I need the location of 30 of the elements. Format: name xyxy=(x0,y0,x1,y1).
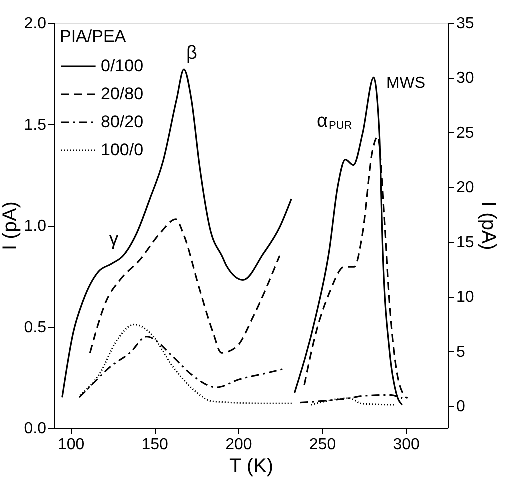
y2-tick-label: 5 xyxy=(456,344,466,361)
y2-tick-label: 20 xyxy=(456,180,474,197)
annotation: β xyxy=(186,43,198,64)
legend-label: 100/0 xyxy=(101,140,144,160)
x-tick-label: 250 xyxy=(309,436,336,454)
y2-tick-label: 30 xyxy=(456,70,474,88)
annotation: MWS xyxy=(386,75,426,92)
y2-tick-label: 0 xyxy=(456,398,466,416)
annotation: γ xyxy=(109,229,120,250)
annotation: αPUR xyxy=(317,111,352,132)
x-tick-label: 200 xyxy=(226,436,252,454)
legend-title: PIA/PEA xyxy=(60,27,127,46)
y-tick-label: 0.0 xyxy=(24,420,47,438)
x-axis-title: T (K) xyxy=(229,456,274,478)
x-tick-label: 100 xyxy=(58,436,85,454)
y2-tick-label: 25 xyxy=(456,124,474,142)
y-tick-label: 1.0 xyxy=(24,218,47,235)
y-axis-title: I (pA) xyxy=(0,202,22,250)
y-tick-label: 0.5 xyxy=(24,319,47,336)
y2-tick-label: 35 xyxy=(456,16,474,32)
legend-label: 20/80 xyxy=(101,84,144,104)
x-tick-label: 300 xyxy=(393,436,420,454)
y2-tick-label: 15 xyxy=(456,234,474,252)
x-tick-label: 150 xyxy=(142,436,169,454)
legend-label: 80/20 xyxy=(101,112,144,132)
y2-tick-label: 10 xyxy=(456,289,474,306)
y-tick-label: 2.0 xyxy=(24,16,47,32)
y2-axis-title: I (pA) xyxy=(477,202,500,250)
legend-label: 0/100 xyxy=(101,56,144,76)
y-tick-label: 1.5 xyxy=(24,116,47,134)
